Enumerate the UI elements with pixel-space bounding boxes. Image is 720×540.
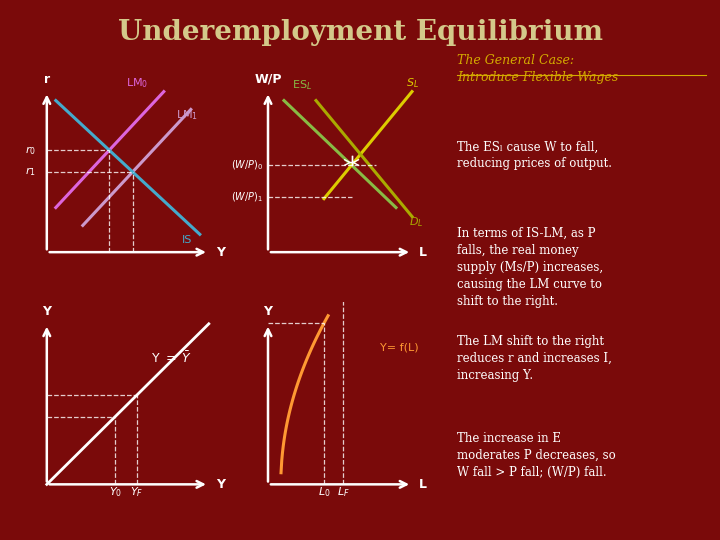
Text: $Y_0$: $Y_0$ bbox=[109, 485, 122, 499]
Text: ES$_L$: ES$_L$ bbox=[292, 78, 312, 92]
Text: $(W/P)_0$: $(W/P)_0$ bbox=[231, 158, 264, 172]
Text: r: r bbox=[44, 73, 50, 86]
Text: $(W/P)_1$: $(W/P)_1$ bbox=[231, 191, 264, 204]
Text: W/P: W/P bbox=[254, 73, 282, 86]
Text: In terms of IS-LM, as P
falls, the real money
supply (Ms/P) increases,
causing t: In terms of IS-LM, as P falls, the real … bbox=[457, 227, 603, 308]
Text: The ESₗ cause W to fall,
reducing prices of output.: The ESₗ cause W to fall, reducing prices… bbox=[457, 140, 612, 171]
Text: IS: IS bbox=[181, 235, 192, 245]
Text: Underemployment Equilibrium: Underemployment Equilibrium bbox=[117, 19, 603, 46]
Text: $L_F$: $L_F$ bbox=[337, 485, 350, 499]
Text: $Y_F$: $Y_F$ bbox=[130, 485, 143, 499]
Text: $L_0$: $L_0$ bbox=[318, 485, 330, 499]
Text: L: L bbox=[418, 478, 426, 491]
Text: $S_L$: $S_L$ bbox=[405, 76, 418, 90]
Text: LM$_0$: LM$_0$ bbox=[126, 76, 148, 90]
Text: L: L bbox=[418, 246, 426, 259]
Text: LM$_1$: LM$_1$ bbox=[176, 109, 199, 122]
Text: $r_1$: $r_1$ bbox=[25, 166, 36, 178]
Text: Y $=$ $\bar{Y}$: Y $=$ $\bar{Y}$ bbox=[151, 350, 192, 366]
Text: $D_L$: $D_L$ bbox=[409, 215, 423, 229]
Text: Y: Y bbox=[264, 305, 272, 318]
Text: The LM shift to the right
reduces r and increases I,
increasing Y.: The LM shift to the right reduces r and … bbox=[457, 335, 612, 382]
Text: Y: Y bbox=[42, 305, 51, 318]
Text: Y: Y bbox=[216, 478, 225, 491]
Text: The General Case:
Introduce Flexible Wages: The General Case: Introduce Flexible Wag… bbox=[457, 54, 618, 84]
Text: Y= f(L): Y= f(L) bbox=[380, 342, 418, 353]
Text: Y: Y bbox=[216, 246, 225, 259]
Text: The increase in E
moderates P decreases, so
W fall > P fall; (W/P) fall.: The increase in E moderates P decreases,… bbox=[457, 432, 616, 479]
Text: $r_0$: $r_0$ bbox=[25, 144, 36, 157]
